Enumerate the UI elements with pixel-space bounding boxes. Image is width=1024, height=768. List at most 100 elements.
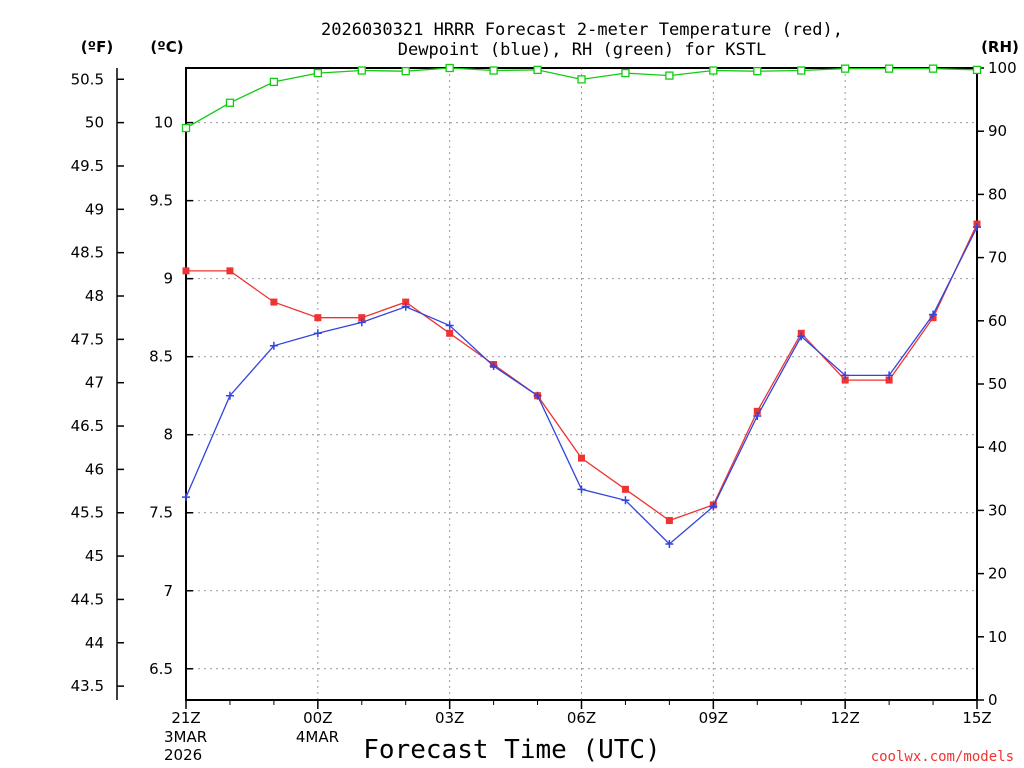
temperature-point [358, 314, 366, 322]
chart-title-line2: Dewpoint (blue), RH (green) for KSTL [398, 40, 766, 60]
rh-point [489, 66, 498, 75]
fahrenheit-tick-label: 49.5 [71, 157, 104, 175]
rh-point [313, 68, 322, 78]
fahrenheit-tick-label: 47 [85, 374, 104, 392]
dewpoint-point [357, 318, 366, 327]
dewpoint-point [269, 341, 278, 350]
x-date-label: 3MAR [164, 728, 207, 746]
rh-tick-label: 100 [988, 59, 1017, 77]
dewpoint-point [313, 329, 322, 338]
credit-link[interactable]: coolwx.com/models [871, 749, 1014, 765]
celsius-tick-label: 7.5 [149, 504, 173, 522]
fahrenheit-tick-label: 45.5 [71, 504, 104, 522]
dewpoint-point [401, 302, 410, 311]
x-tick-label: 09Z [699, 709, 728, 727]
chart-title-line1: 2026030321 HRRR Forecast 2-meter Tempera… [321, 20, 843, 40]
celsius-tick-label: 8 [163, 426, 173, 444]
dewpoint-point [841, 371, 850, 380]
rh-point [665, 71, 674, 80]
rh-tick-label: 30 [988, 501, 1007, 519]
celsius-tick-label: 10 [154, 114, 173, 132]
rh-tick-label: 40 [988, 438, 1007, 456]
fahrenheit-unit-label: (ºF) [81, 38, 113, 56]
rh-point [928, 64, 938, 73]
rh-point [533, 65, 542, 75]
rh-tick-label: 60 [988, 312, 1007, 330]
fahrenheit-tick-label: 45 [85, 547, 104, 565]
dewpoint-point [533, 391, 542, 400]
fahrenheit-tick-label: 50 [85, 114, 104, 132]
dewpoint-point [753, 411, 762, 420]
rh-point [445, 63, 454, 73]
rh-point [577, 75, 586, 84]
dewpoint-point [225, 391, 234, 400]
rh-point [621, 68, 630, 78]
rh-tick-label: 90 [988, 122, 1007, 140]
temperature-point [270, 298, 278, 306]
dewpoint-point [577, 485, 586, 494]
dewpoint-series-line [185, 226, 978, 545]
rh-tick-label: 50 [988, 375, 1007, 393]
temperature-point [753, 407, 761, 415]
rh-point [709, 66, 718, 75]
dewpoint-point [182, 493, 190, 502]
rh-point [884, 64, 894, 73]
rh-tick-label: 10 [988, 628, 1007, 646]
temperature-point [314, 314, 322, 322]
plot-frame [185, 67, 978, 701]
x-tick-label: 21Z [171, 709, 200, 727]
rh-tick-label: 80 [988, 185, 1007, 203]
rh-point [357, 66, 366, 75]
temperature-point [402, 298, 410, 306]
grid-lines [186, 68, 977, 700]
series [181, 63, 982, 548]
x-tick-label: 12Z [830, 709, 859, 727]
celsius-unit-label: (ºC) [150, 38, 183, 56]
x-tick-label: 03Z [435, 709, 464, 727]
fahrenheit-tick-label: 50.5 [71, 70, 104, 88]
fahrenheit-tick-label: 43.5 [71, 677, 104, 695]
temperature-point [885, 376, 893, 384]
temperature-point [841, 376, 849, 384]
x-tick-label: 15Z [962, 709, 991, 727]
celsius-tick-label: 6.5 [149, 660, 173, 678]
rh-point [797, 66, 806, 75]
temperature-point [621, 485, 629, 493]
dewpoint-point [489, 362, 498, 371]
x-axis-label: Forecast Time (UTC) [363, 735, 660, 765]
dewpoint-point [973, 223, 981, 232]
rh-point [225, 98, 235, 107]
rh-point [401, 67, 410, 76]
celsius-tick-label: 9.5 [149, 192, 173, 210]
fahrenheit-tick-label: 46 [85, 460, 104, 478]
temperature-point [665, 517, 673, 525]
rh-tick-label: 20 [988, 565, 1007, 583]
celsius-tick-label: 9 [163, 270, 173, 288]
rh-point [841, 64, 850, 73]
fahrenheit-tick-label: 48.5 [71, 244, 104, 262]
temperature-point [182, 267, 190, 275]
temperature-point [578, 454, 585, 462]
x-date-label: 4MAR [296, 728, 339, 746]
celsius-tick-label: 8.5 [149, 348, 173, 366]
dewpoint-point [797, 332, 806, 341]
rh-point [753, 67, 762, 76]
temperature-point [226, 267, 234, 275]
rh-point [181, 123, 191, 133]
fahrenheit-tick-label: 44 [85, 634, 104, 652]
x-tick-label: 06Z [567, 709, 596, 727]
x-year-label: 2026 [164, 746, 202, 764]
dewpoint-point [665, 539, 674, 548]
celsius-tick-label: 7 [163, 582, 173, 600]
rh-point [972, 65, 982, 75]
rh-tick-label: 70 [988, 249, 1007, 267]
fahrenheit-tick-label: 49 [85, 200, 104, 218]
fahrenheit-tick-label: 47.5 [71, 330, 104, 348]
dewpoint-point [709, 502, 718, 511]
rh-tick-label: 0 [988, 691, 998, 709]
rh-point [269, 77, 279, 87]
fahrenheit-tick-label: 48 [85, 287, 104, 305]
fahrenheit-tick-label: 46.5 [71, 417, 104, 435]
